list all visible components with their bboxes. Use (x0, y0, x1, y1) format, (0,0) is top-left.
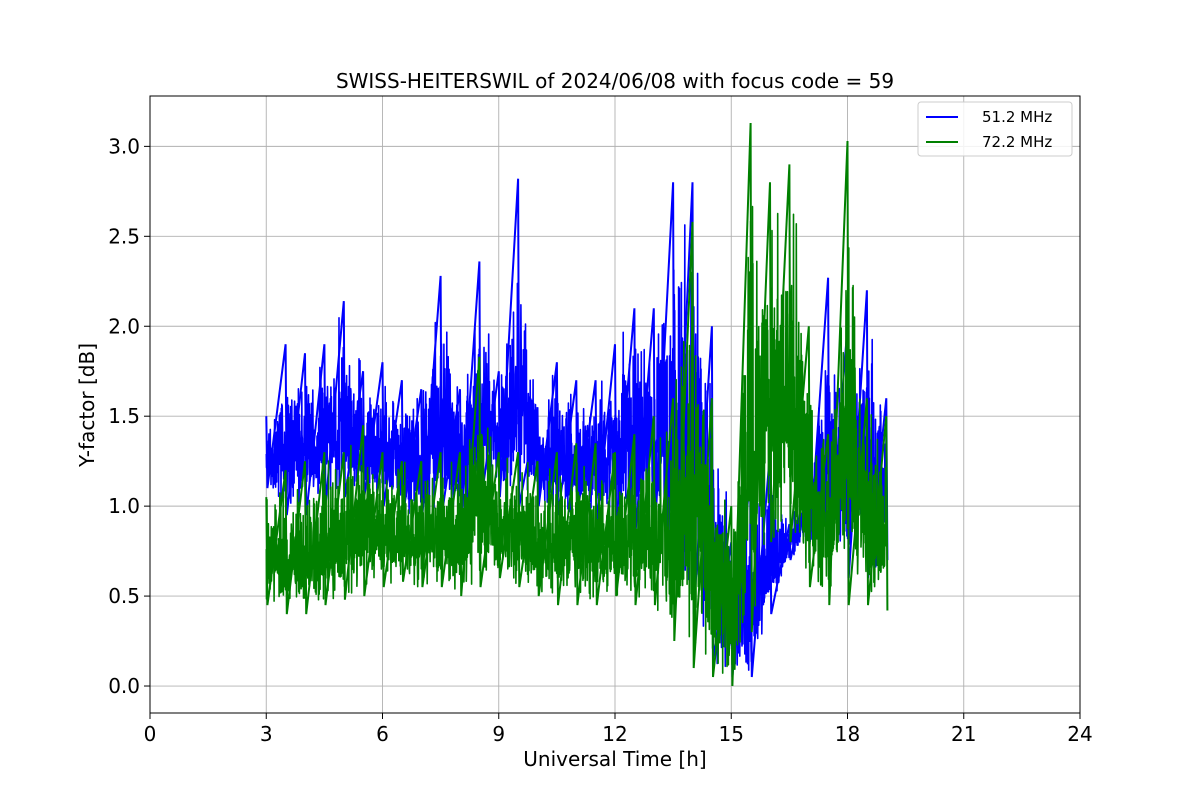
y-axis-ticks: 0.0 0.5 1.0 1.5 2.0 2.5 3.0 (108, 134, 150, 698)
x-tick-label: 12 (602, 722, 627, 746)
chart-title: SWISS-HEITERSWIL of 2024/06/08 with focu… (336, 69, 894, 93)
x-tick-label: 6 (376, 722, 389, 746)
legend-label-51-2-mhz: 51.2 MHz (982, 108, 1052, 126)
y-axis-label: Y-factor [dB] (75, 343, 99, 468)
x-tick-label: 18 (835, 722, 860, 746)
x-tick-label: 0 (144, 722, 157, 746)
series-extremes-72-2-mhz (265, 122, 889, 687)
y-tick-label: 0.5 (108, 584, 140, 608)
y-tick-label: 2.5 (108, 224, 140, 248)
x-tick-label: 21 (951, 722, 976, 746)
x-tick-label: 24 (1067, 722, 1092, 746)
x-tick-label: 9 (492, 722, 505, 746)
x-tick-label: 15 (719, 722, 744, 746)
x-tick-label: 3 (260, 722, 273, 746)
legend: 51.2 MHz 72.2 MHz (917, 101, 1073, 157)
y-tick-label: 1.0 (108, 494, 140, 518)
legend-label-72-2-mhz: 72.2 MHz (982, 133, 1052, 151)
series-group (265, 122, 889, 687)
y-tick-label: 3.0 (108, 134, 140, 158)
y-tick-label: 2.0 (108, 314, 140, 338)
x-axis-label: Universal Time [h] (523, 747, 706, 771)
y-tick-label: 1.5 (108, 404, 140, 428)
y-tick-label: 0.0 (108, 674, 140, 698)
x-axis-ticks: 0 3 6 9 12 15 18 21 24 (144, 713, 1093, 746)
